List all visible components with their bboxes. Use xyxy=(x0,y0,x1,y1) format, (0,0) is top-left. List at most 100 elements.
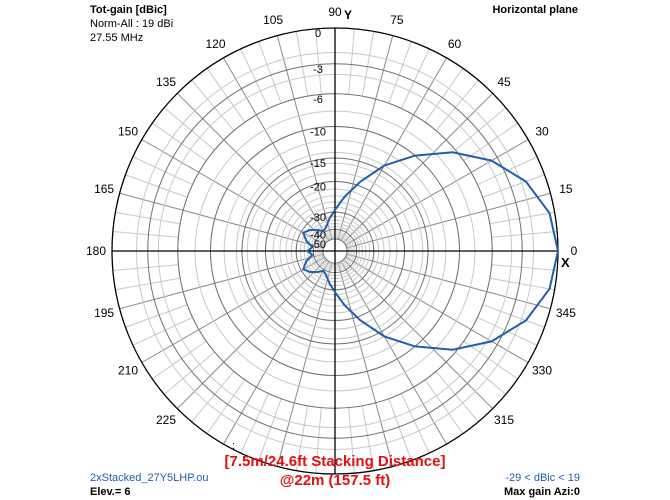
grid-spoke xyxy=(295,31,309,97)
normalization-label: Norm-All : 19 dBi xyxy=(90,18,174,30)
grid-spoke xyxy=(119,192,324,249)
grid-spoke xyxy=(295,405,309,471)
angle-tick-label: 60 xyxy=(448,37,462,51)
grid-spoke xyxy=(119,253,324,310)
stacking-distance-note: [7.5m/24.6ft Stacking Distance] xyxy=(224,453,446,470)
angle-tick-label: 315 xyxy=(494,413,514,427)
grid-spoke xyxy=(132,156,193,186)
angle-labels: 0 15 30 45 60 75 90 105 120 135 150 165 180 195 210 225… xyxy=(86,5,578,427)
angle-tick-label: 180 xyxy=(86,244,106,258)
grid-spoke xyxy=(361,31,375,97)
grid-spoke xyxy=(112,231,179,238)
radial-tick-label: -15 xyxy=(310,158,326,170)
grid-spoke xyxy=(424,379,464,434)
grid-spoke xyxy=(315,28,322,95)
angle-tick-label: 90 xyxy=(328,5,342,19)
angle-tick-label: 15 xyxy=(559,182,573,196)
grid-spoke xyxy=(315,407,322,474)
grid-spoke xyxy=(345,139,529,246)
grid-spoke xyxy=(388,41,412,104)
grid-spoke xyxy=(125,174,188,198)
angle-tick-label: 105 xyxy=(263,13,283,27)
angle-tick-label: 135 xyxy=(156,75,176,89)
grid-spoke xyxy=(463,340,518,380)
max-gain-label: Max gain Azi:0 xyxy=(504,486,580,498)
grid-spoke xyxy=(340,261,447,445)
gain-pattern-curve xyxy=(302,151,560,351)
grid-spoke xyxy=(152,340,207,380)
quantity-label: Tot-gain [dBic] xyxy=(90,4,167,16)
grid-spoke xyxy=(141,139,325,246)
plane-label: Horizontal plane xyxy=(492,4,578,16)
grid-spoke xyxy=(240,48,270,109)
grid-spoke xyxy=(176,259,327,410)
elevation-label: Elev.= 6 xyxy=(90,486,131,498)
angle-tick-label: 330 xyxy=(532,364,552,378)
grid-spoke xyxy=(491,231,558,238)
grid-spoke xyxy=(345,256,529,363)
grid-spoke xyxy=(400,48,430,109)
x-axis-marker: X xyxy=(561,255,570,270)
polar-grid xyxy=(111,27,559,475)
grid-spoke xyxy=(343,259,494,410)
angle-tick-label: 210 xyxy=(118,364,138,378)
grid-spoke xyxy=(276,262,333,467)
grid-spoke xyxy=(463,122,518,162)
grid-spoke xyxy=(176,92,327,243)
angle-tick-label: 30 xyxy=(535,125,549,139)
grid-spoke xyxy=(163,107,215,151)
grid-spoke xyxy=(348,407,355,474)
grid-spoke xyxy=(206,68,246,123)
grid-spoke xyxy=(206,379,246,434)
grid-spoke xyxy=(346,192,551,249)
angle-tick-label: 165 xyxy=(94,182,114,196)
angle-tick-label: 45 xyxy=(497,75,511,89)
grid-spoke xyxy=(191,371,235,423)
grid-spoke xyxy=(435,79,479,131)
grid-spoke xyxy=(141,256,325,363)
radial-tick-label: -3 xyxy=(313,64,323,76)
grid-spoke xyxy=(258,41,282,104)
grid-spoke xyxy=(223,57,330,241)
grid-spoke xyxy=(125,304,188,328)
grid-spoke xyxy=(424,68,464,123)
y-axis-marker: Y xyxy=(344,8,352,22)
gain-range-label: -29 < dBic < 19 xyxy=(505,472,580,484)
grid-spoke xyxy=(482,304,545,328)
angle-tick-label: 120 xyxy=(205,37,225,51)
grid-spoke xyxy=(348,28,355,95)
angle-tick-label: 75 xyxy=(390,13,404,27)
grid-spoke xyxy=(337,35,394,240)
grid-spoke xyxy=(346,253,551,310)
height-note: @22m (157.5 ft) xyxy=(279,472,391,489)
radial-tick-label: -10 xyxy=(310,127,326,139)
grid-spoke xyxy=(340,57,447,241)
grid-spoke xyxy=(276,35,333,240)
radial-tick-label: -30 xyxy=(310,212,326,224)
radial-tick-label: -50 xyxy=(310,239,326,251)
radial-tick-label: 0 xyxy=(315,28,321,40)
grid-spoke xyxy=(491,264,558,271)
grid-spoke xyxy=(435,371,479,423)
grid-spoke xyxy=(455,107,507,151)
grid-spoke xyxy=(388,398,412,461)
grid-spoke xyxy=(112,264,179,271)
grid-spoke xyxy=(163,351,215,395)
grid-spoke xyxy=(482,174,545,198)
radial-tick-label: -20 xyxy=(310,182,326,194)
grid-spoke xyxy=(223,261,330,445)
grid-spoke xyxy=(337,262,394,467)
grid-spoke xyxy=(489,277,555,291)
grid-spoke xyxy=(343,92,494,243)
grid-spoke xyxy=(455,351,507,395)
grid-spoke xyxy=(191,79,235,131)
radial-tick-label: -40 xyxy=(310,229,326,241)
grid-spoke xyxy=(240,393,270,454)
grid-spoke xyxy=(115,277,181,291)
grid-spoke xyxy=(132,316,193,346)
grid-spoke xyxy=(489,211,555,225)
radial-tick-label: -6 xyxy=(313,94,323,106)
grid-spoke xyxy=(258,398,282,461)
angle-tick-label: 225 xyxy=(156,413,176,427)
